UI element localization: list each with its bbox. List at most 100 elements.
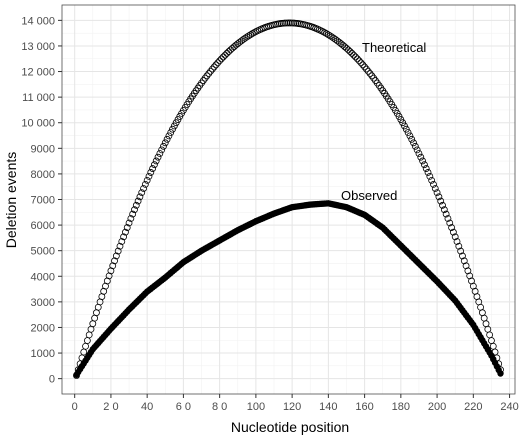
- theoretical-point: [127, 215, 135, 222]
- theoretical-point: [366, 70, 374, 77]
- y-tick-label: 3000: [31, 297, 55, 309]
- theoretical-point: [437, 197, 445, 205]
- theoretical-point: [348, 49, 356, 57]
- theoretical-point: [250, 29, 258, 37]
- theoretical-point: [319, 28, 327, 36]
- theoretical-point: [205, 70, 213, 77]
- x-axis-title: Nucleotide position: [231, 419, 349, 435]
- theoretical-point: [350, 51, 358, 59]
- theoretical-point: [120, 233, 128, 241]
- theoretical-point: [170, 122, 178, 130]
- theoretical-point: [218, 55, 225, 63]
- theoretical-point: [136, 193, 144, 201]
- theoretical-point: [125, 219, 133, 227]
- theoretical-point: [107, 267, 115, 275]
- theoretical-point: [147, 169, 155, 176]
- theoretical-point: [449, 228, 457, 236]
- theoretical-point: [353, 55, 361, 63]
- theoretical-point: [154, 153, 162, 161]
- theoretical-point: [420, 161, 428, 169]
- y-tick-label: 5000: [31, 246, 55, 258]
- theoretical-point: [361, 63, 369, 71]
- theoretical-point: [439, 201, 446, 209]
- theoretical-point: [459, 252, 466, 260]
- x-tick-label: 140: [319, 401, 337, 413]
- x-tick-label: 8 0: [212, 401, 227, 413]
- y-tick-label: 7000: [31, 195, 55, 207]
- theoretical-point: [286, 19, 294, 27]
- theoretical-point: [140, 185, 147, 192]
- observed-point: [497, 370, 504, 377]
- theoretical-point: [212, 61, 220, 69]
- theoretical-point: [122, 228, 129, 236]
- theoretical-point: [131, 206, 138, 214]
- theoretical-point: [123, 224, 131, 231]
- theoretical-point: [357, 59, 365, 67]
- theoretical-point: [435, 193, 443, 201]
- theoretical-point: [462, 262, 470, 270]
- grid: [61, 4, 516, 395]
- theoretical-point: [401, 122, 408, 130]
- theoretical-point: [239, 36, 247, 43]
- theoretical-point: [363, 65, 370, 73]
- theoretical-point: [216, 57, 224, 65]
- x-tick-label: 240: [500, 401, 518, 413]
- y-tick-label: 1000: [31, 348, 55, 360]
- labels: Nucleotide position Deletion events Theo…: [3, 40, 426, 435]
- series-label-observed: Observed: [341, 188, 397, 203]
- theoretical-point: [161, 139, 169, 147]
- y-tick-label: 2000: [31, 322, 55, 334]
- theoretical-point: [243, 33, 251, 41]
- theoretical-point: [114, 247, 122, 255]
- theoretical-point: [417, 153, 425, 161]
- theoretical-point: [399, 119, 407, 127]
- theoretical-point: [440, 206, 448, 214]
- theoretical-point: [464, 267, 472, 275]
- theoretical-point: [223, 49, 231, 57]
- theoretical-point: [248, 30, 256, 38]
- theoretical-point: [344, 46, 352, 54]
- theoretical-point: [444, 215, 452, 222]
- theoretical-point: [160, 142, 167, 150]
- theoretical-point: [368, 72, 376, 80]
- x-tick-label: 40: [141, 401, 153, 413]
- theoretical-point: [451, 233, 459, 241]
- theoretical-point: [203, 72, 211, 80]
- theoretical-point: [433, 189, 441, 197]
- theoretical-point: [328, 33, 336, 41]
- theoretical-point: [152, 157, 160, 165]
- theoretical-point: [453, 238, 461, 245]
- theoretical-point: [158, 146, 166, 154]
- theoretical-point: [221, 51, 229, 59]
- y-tick-label: 14 000: [21, 15, 55, 27]
- theoretical-point: [247, 31, 254, 39]
- theoretical-point: [143, 176, 151, 184]
- theoretical-point: [448, 224, 455, 231]
- theoretical-point: [288, 19, 296, 27]
- theoretical-point: [457, 247, 465, 255]
- theoretical-point: [245, 32, 253, 40]
- y-tick-label: 4000: [31, 271, 55, 283]
- theoretical-point: [419, 157, 426, 165]
- theoretical-point: [283, 19, 291, 27]
- theoretical-point: [132, 201, 140, 209]
- theoretical-point: [208, 65, 216, 73]
- theoretical-point: [151, 161, 158, 169]
- theoretical-point: [352, 53, 359, 61]
- theoretical-point: [411, 142, 419, 150]
- theoretical-point: [169, 125, 176, 133]
- theoretical-point: [281, 19, 289, 27]
- theoretical-point: [163, 135, 171, 143]
- x-tick-label: 220: [464, 401, 482, 413]
- theoretical-point: [446, 219, 454, 227]
- x-tick-label: 6 0: [176, 401, 191, 413]
- theoretical-point: [201, 74, 209, 82]
- theoretical-point: [207, 67, 214, 75]
- theoretical-point: [116, 242, 124, 250]
- y-tick-label: 12 000: [21, 67, 55, 79]
- theoretical-point: [118, 238, 126, 245]
- theoretical-point: [370, 74, 378, 82]
- x-tick-label: 120: [283, 401, 301, 413]
